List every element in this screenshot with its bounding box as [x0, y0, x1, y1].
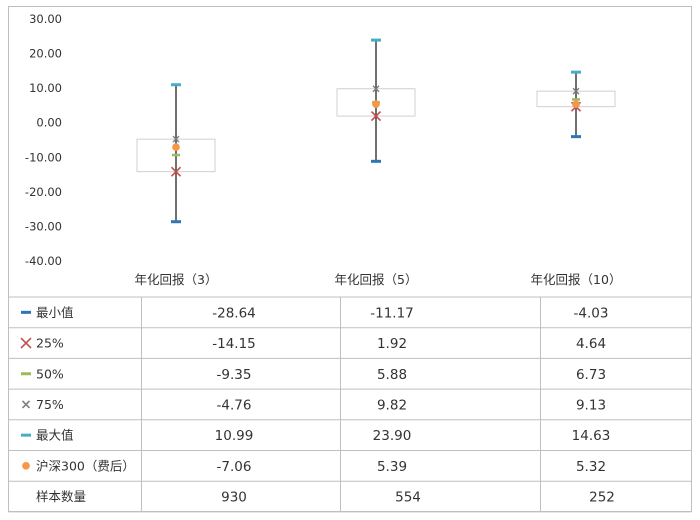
p50-cell-value: 6.73	[576, 367, 606, 383]
p50-row-label: 50%	[36, 366, 64, 381]
y-tick-label: -20.00	[25, 185, 62, 199]
x-category-label: 年化回报（5）	[335, 272, 418, 287]
hs300-row-label: 沪深300（费后）	[36, 458, 135, 473]
x-category-label: 年化回报（10）	[531, 272, 622, 287]
p25-marker	[170, 166, 182, 177]
p75-row-label: 75%	[36, 397, 64, 412]
hs300-marker	[172, 143, 180, 151]
y-tick-label: 0.00	[36, 116, 62, 130]
p25-legend-marker	[20, 337, 32, 349]
p75-cell-value: 9.13	[576, 397, 606, 413]
count-cell-value: 554	[395, 490, 421, 506]
p75-marker	[372, 85, 380, 93]
y-tick-label: -10.00	[25, 150, 62, 164]
max-cell-value: 14.63	[572, 428, 611, 444]
p25-row-label: 25%	[36, 336, 64, 351]
max-row-label: 最大值	[36, 428, 74, 443]
p50-cell-value: 5.88	[377, 367, 407, 383]
p25-cell-value: 4.64	[576, 336, 606, 352]
hs300-cell-value: 5.39	[377, 459, 407, 475]
p75-cell-value: -4.76	[217, 397, 252, 413]
p75-marker	[572, 87, 580, 95]
min-row-label: 最小值	[36, 305, 74, 320]
p25-cell-value: 1.92	[377, 336, 407, 352]
hs300-marker	[372, 100, 380, 108]
y-tick-label: 30.00	[29, 12, 62, 26]
min-cell-value: -28.64	[212, 305, 256, 321]
count-cell-value: 930	[221, 490, 247, 506]
p50-cell-value: -9.35	[217, 367, 252, 383]
y-tick-label: -40.00	[25, 254, 62, 268]
hs300-marker	[572, 100, 580, 109]
p75-cell-value: 9.82	[377, 397, 407, 413]
p75-marker	[172, 135, 180, 143]
min-cell-value: -4.03	[574, 305, 609, 321]
x-category-label: 年化回报（3）	[135, 272, 218, 287]
hs300-cell-value: -7.06	[217, 459, 252, 475]
hs300-legend-marker	[22, 462, 30, 470]
y-tick-label: -30.00	[25, 219, 62, 233]
hs300-cell-value: 5.32	[576, 459, 606, 475]
max-cell-value: 10.99	[215, 428, 254, 444]
count-row-label: 样本数量	[36, 489, 86, 504]
p75-legend-marker	[21, 400, 31, 409]
max-cell-value: 23.90	[373, 428, 412, 444]
count-cell-value: 252	[589, 490, 615, 506]
p25-cell-value: -14.15	[212, 336, 256, 352]
y-tick-label: 10.00	[29, 81, 62, 95]
y-tick-label: 20.00	[29, 47, 62, 61]
min-cell-value: -11.17	[370, 305, 414, 321]
p25-marker	[370, 111, 382, 122]
